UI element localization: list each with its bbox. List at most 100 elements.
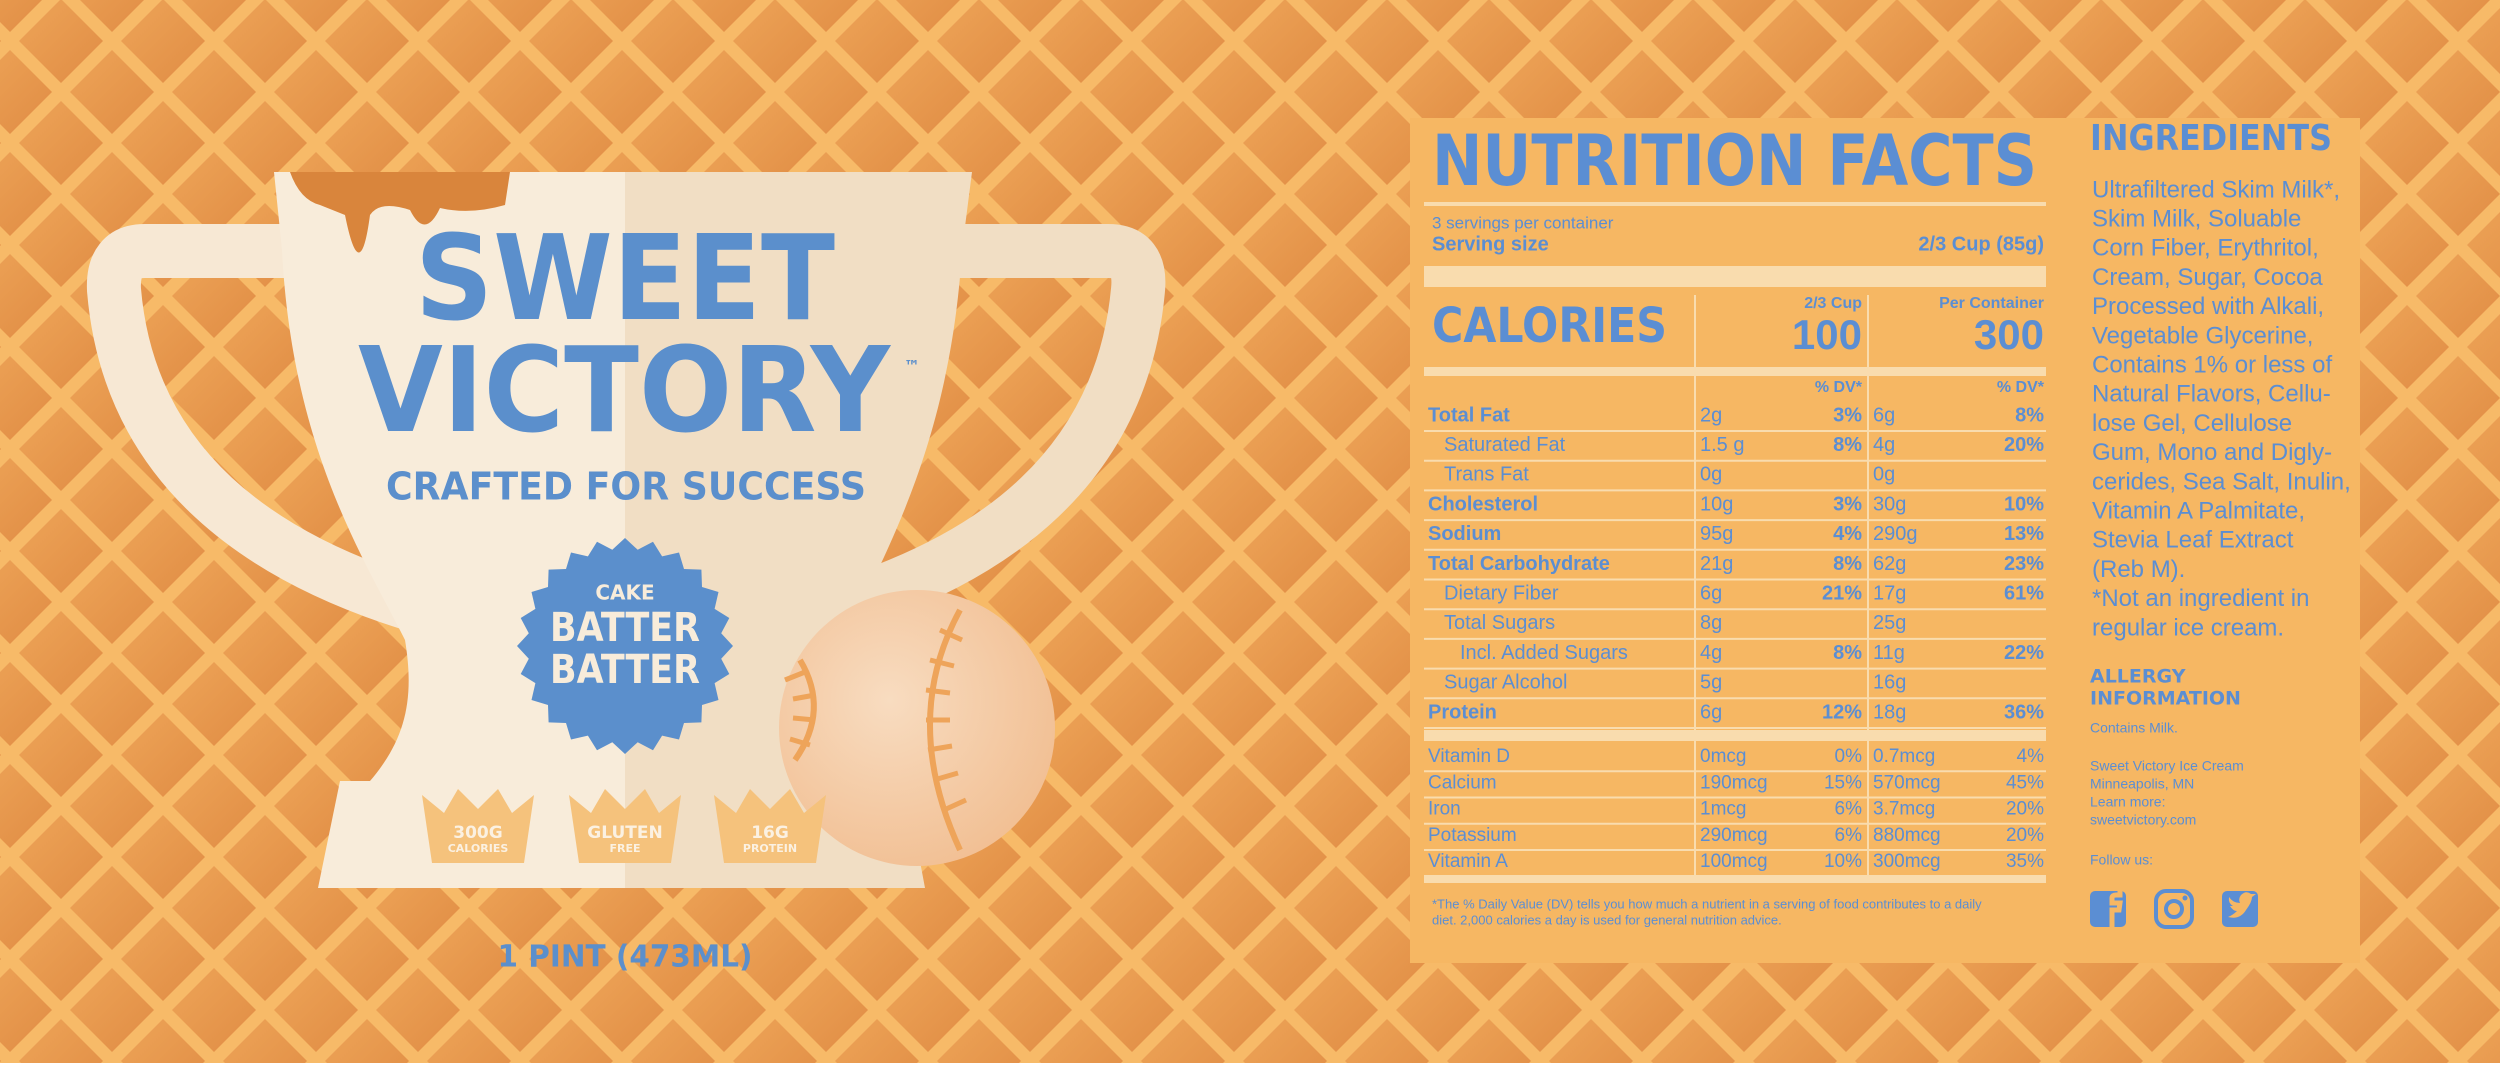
nutrient-name: Trans Fat: [1444, 464, 1529, 486]
amount: 21g: [1700, 553, 1733, 575]
daily-value: 36%: [2004, 701, 2044, 723]
amount: 290mcg: [1700, 825, 1768, 846]
allergy-text: Contains Milk.: [2090, 720, 2178, 736]
daily-value: 0%: [1835, 746, 1863, 767]
amount: 5g: [1700, 672, 1722, 694]
nutrient-name: Potassium: [1428, 825, 1517, 846]
amount: 6g: [1700, 582, 1722, 604]
daily-value: 21%: [1822, 582, 1862, 604]
nutrient-name: Total Sugars: [1444, 612, 1555, 634]
daily-value: 45%: [2006, 772, 2044, 793]
servings: 3 servings per container: [1432, 213, 1614, 232]
amount: 18g: [1873, 701, 1906, 723]
column-header: Per Container: [1939, 295, 2044, 312]
amount: 0.7mcg: [1873, 746, 1935, 767]
nutrient-name: Incl. Added Sugars: [1460, 642, 1628, 664]
nutrient-name: Vitamin A: [1428, 851, 1508, 872]
daily-value: 3%: [1833, 493, 1862, 515]
badge-text: CALORIES: [448, 842, 509, 855]
social-facebook[interactable]: [2090, 889, 2126, 927]
amount: 1mcg: [1700, 799, 1746, 820]
amount: 6g: [1700, 701, 1722, 723]
address-line: Sweet Victory Ice Cream: [2090, 758, 2244, 774]
flavor-name: BATTER: [550, 647, 700, 693]
ingredient-line: Cream, Sugar, Cocoa: [2092, 264, 2323, 291]
nutrition-title: NUTRITION FACTS: [1432, 120, 2037, 202]
rule: [1424, 202, 2046, 206]
trademark: ™: [904, 357, 920, 376]
thick-rule: [1424, 730, 2046, 741]
ingredient-line: Skim Milk, Soluable: [2092, 206, 2301, 233]
amount: 0g: [1873, 464, 1895, 486]
follow-label: Follow us:: [2090, 852, 2153, 868]
amount: 62g: [1873, 553, 1906, 575]
brand-name: SWEET: [415, 209, 835, 347]
ingredient-line: Contains 1% or less of: [2092, 352, 2332, 379]
badge-text: GLUTEN: [587, 823, 662, 843]
amount: 8g: [1700, 612, 1722, 634]
ingredient-line: Gum, Mono and Digly-: [2092, 439, 2332, 466]
nutrient-name: Dietary Fiber: [1444, 582, 1559, 604]
social-instagram[interactable]: [2154, 889, 2194, 929]
thick-rule: [1424, 266, 2046, 287]
ingredient-line: Corn Fiber, Erythritol,: [2092, 235, 2319, 262]
serving-size: 2/3 Cup (85g): [1918, 233, 2044, 255]
dv-header: % DV*: [1815, 379, 1863, 396]
allergy-title: INFORMATION: [2090, 688, 2241, 710]
calories-value: 100: [1792, 311, 1862, 358]
daily-value: 23%: [2004, 553, 2044, 575]
badge-crown: [569, 789, 681, 863]
amount: 4g: [1873, 434, 1895, 456]
footnote: diet. 2,000 calories a day is used for g…: [1432, 912, 1782, 927]
daily-value: 22%: [2004, 642, 2044, 664]
daily-value: 12%: [1822, 701, 1862, 723]
ingredient-line: Stevia Leaf Extract: [2092, 527, 2294, 554]
ingredient-line: regular ice cream.: [2092, 614, 2284, 641]
amount: 100mcg: [1700, 851, 1768, 872]
badge-text: 16G: [751, 823, 789, 843]
social-twitter[interactable]: [2222, 891, 2258, 927]
daily-value: 8%: [1833, 553, 1862, 575]
daily-value: 20%: [2004, 434, 2044, 456]
nutrient-name: Protein: [1428, 701, 1497, 723]
address-line: Minneapolis, MN: [2090, 776, 2194, 792]
footnote: *The % Daily Value (DV) tells you how mu…: [1432, 896, 1982, 911]
daily-value: 15%: [1824, 772, 1862, 793]
daily-value: 10%: [1824, 851, 1862, 872]
amount: 880mcg: [1873, 825, 1941, 846]
badge-crown: [422, 789, 534, 863]
nutrient-name: Sugar Alcohol: [1444, 672, 1567, 694]
calories-value: 300: [1974, 311, 2044, 358]
nutrient-name: Total Fat: [1428, 404, 1510, 426]
daily-value: 6%: [1835, 799, 1863, 820]
amount: 0g: [1700, 464, 1722, 486]
badge-text: PROTEIN: [743, 842, 797, 855]
daily-value: 8%: [1833, 642, 1862, 664]
daily-value: 20%: [2006, 825, 2044, 846]
ingredient-line: cerides, Sea Salt, Inulin,: [2092, 468, 2351, 495]
ingredient-line: *Not an ingredient in: [2092, 585, 2309, 612]
badge-text: 300G: [453, 823, 502, 843]
thick-rule: [1424, 367, 2046, 376]
ingredient-line: Vitamin A Palmitate,: [2092, 498, 2305, 525]
amount: 17g: [1873, 582, 1906, 604]
nutrient-name: Saturated Fat: [1444, 434, 1566, 456]
column-header: 2/3 Cup: [1804, 295, 1862, 312]
nutrient-name: Cholesterol: [1428, 493, 1538, 515]
container-size: 1 PINT (473ML): [498, 940, 753, 975]
ingredient-line: Vegetable Glycerine,: [2092, 322, 2313, 349]
address-line: Learn more:: [2090, 794, 2165, 810]
flavor-small: CAKE: [595, 581, 654, 605]
flavor-name: BATTER: [550, 605, 700, 651]
dv-header: % DV*: [1997, 379, 2045, 396]
amount: 25g: [1873, 612, 1906, 634]
amount: 4g: [1700, 642, 1722, 664]
amount: 1.5 g: [1700, 434, 1744, 456]
nutrient-name: Sodium: [1428, 523, 1501, 545]
daily-value: 61%: [2004, 582, 2044, 604]
daily-value: 10%: [2004, 493, 2044, 515]
badge-crown: [714, 789, 826, 863]
ingredient-line: Natural Flavors, Cellu-: [2092, 381, 2331, 408]
